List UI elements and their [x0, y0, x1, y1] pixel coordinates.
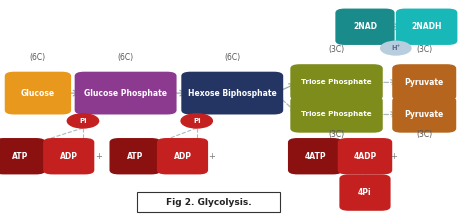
FancyBboxPatch shape	[5, 72, 71, 114]
FancyBboxPatch shape	[392, 96, 456, 133]
Text: ADP: ADP	[60, 152, 78, 161]
Text: +: +	[95, 152, 101, 161]
Text: ATP: ATP	[12, 152, 28, 161]
Text: (6C): (6C)	[30, 53, 46, 62]
Text: ATP: ATP	[127, 152, 143, 161]
Text: Glucose Phosphate: Glucose Phosphate	[84, 89, 167, 98]
Text: (3C): (3C)	[416, 130, 432, 139]
FancyBboxPatch shape	[43, 138, 94, 174]
FancyBboxPatch shape	[336, 9, 394, 45]
Text: Pyruvate: Pyruvate	[405, 78, 444, 87]
Circle shape	[67, 114, 99, 128]
Text: Triose Phosphate: Triose Phosphate	[301, 79, 372, 85]
Text: 2NADH: 2NADH	[411, 22, 442, 31]
Text: (3C): (3C)	[416, 45, 432, 54]
Text: 4Pi: 4Pi	[358, 188, 372, 197]
Text: +: +	[390, 152, 397, 161]
FancyBboxPatch shape	[290, 96, 383, 133]
FancyBboxPatch shape	[290, 64, 383, 101]
FancyBboxPatch shape	[109, 138, 161, 174]
Text: (6C): (6C)	[224, 53, 240, 62]
Text: H⁺: H⁺	[391, 45, 401, 51]
Text: 4ADP: 4ADP	[353, 152, 377, 161]
Text: (3C): (3C)	[328, 45, 345, 54]
FancyBboxPatch shape	[392, 64, 456, 101]
FancyBboxPatch shape	[137, 192, 280, 212]
FancyBboxPatch shape	[0, 138, 46, 174]
FancyBboxPatch shape	[288, 138, 342, 174]
FancyBboxPatch shape	[75, 72, 176, 114]
Circle shape	[381, 41, 411, 55]
Text: Pi: Pi	[193, 118, 201, 124]
Text: (3C): (3C)	[328, 130, 345, 139]
Text: Hexose Biphosphate: Hexose Biphosphate	[188, 89, 277, 98]
FancyBboxPatch shape	[396, 9, 457, 45]
FancyBboxPatch shape	[157, 138, 208, 174]
FancyBboxPatch shape	[339, 174, 391, 211]
Text: Pyruvate: Pyruvate	[405, 110, 444, 119]
Text: ADP: ADP	[173, 152, 191, 161]
Text: 4ATP: 4ATP	[304, 152, 326, 161]
Circle shape	[181, 114, 212, 128]
Text: Fig 2. Glycolysis.: Fig 2. Glycolysis.	[166, 198, 251, 207]
Text: (6C): (6C)	[118, 53, 134, 62]
Text: Pi: Pi	[79, 118, 87, 124]
FancyBboxPatch shape	[337, 138, 392, 174]
FancyBboxPatch shape	[181, 72, 283, 114]
Text: Glucose: Glucose	[21, 89, 55, 98]
Text: +: +	[209, 152, 215, 161]
Text: Triose Phosphate: Triose Phosphate	[301, 111, 372, 117]
Text: 2NAD: 2NAD	[353, 22, 377, 31]
